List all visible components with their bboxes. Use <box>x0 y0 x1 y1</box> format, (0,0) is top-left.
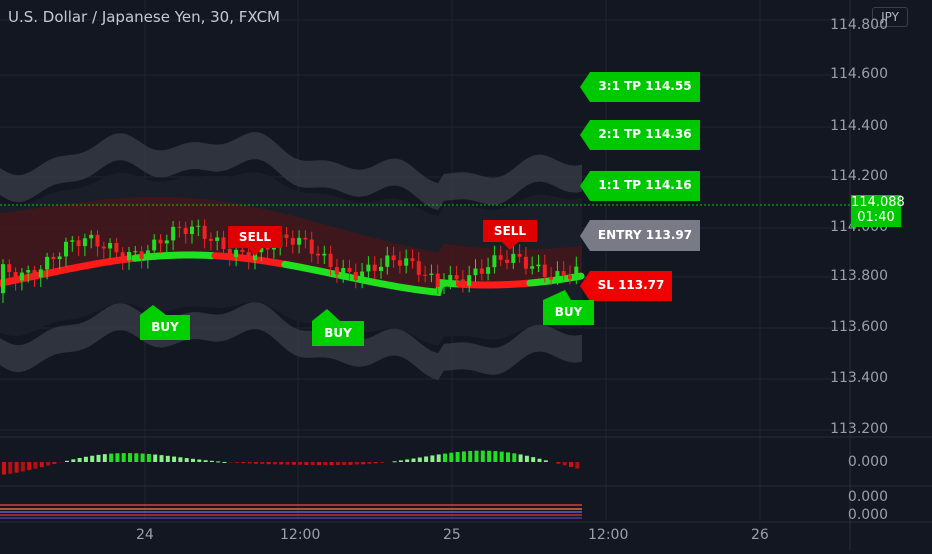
time-label: 26 <box>751 527 769 543</box>
chart-title: U.S. Dollar / Japanese Yen, 30, FXCM <box>8 8 280 26</box>
price-label: 113.600 <box>830 319 888 335</box>
time-label: 12:00 <box>280 527 320 543</box>
current-price-value: 114.088 <box>851 195 901 210</box>
sell-signal-label: SELL <box>228 230 282 244</box>
buy-signal-label: BUY <box>140 320 190 334</box>
price-label: 114.600 <box>830 66 888 82</box>
bar-countdown: 01:40 <box>851 210 901 225</box>
current-price-badge: 114.088 01:40 <box>851 195 901 227</box>
buy-signal-label: BUY <box>543 305 594 319</box>
price-label: 114.800 <box>830 17 888 33</box>
time-label: 24 <box>136 527 154 543</box>
entry-label: ENTRY 113.97 <box>590 228 700 242</box>
price-label: 114.400 <box>830 118 888 134</box>
tp3-label: 3:1 TP 114.55 <box>590 79 700 93</box>
sell-signal-label: SELL <box>483 224 537 238</box>
price-label: 113.200 <box>830 421 888 437</box>
tp2-label: 2:1 TP 114.36 <box>590 127 700 141</box>
price-label: 113.400 <box>830 370 888 386</box>
oscillator-value: 0.000 <box>848 454 888 470</box>
price-label: 114.200 <box>830 168 888 184</box>
sub-pane-value: 0.000 <box>848 507 888 523</box>
time-label: 12:00 <box>588 527 628 543</box>
time-label: 25 <box>443 527 461 543</box>
sub-pane-value: 0.000 <box>848 489 888 505</box>
price-label: 113.800 <box>830 268 888 284</box>
buy-signal-label: BUY <box>312 326 364 340</box>
sl-label: SL 113.77 <box>590 278 672 292</box>
tp1-label: 1:1 TP 114.16 <box>590 178 700 192</box>
